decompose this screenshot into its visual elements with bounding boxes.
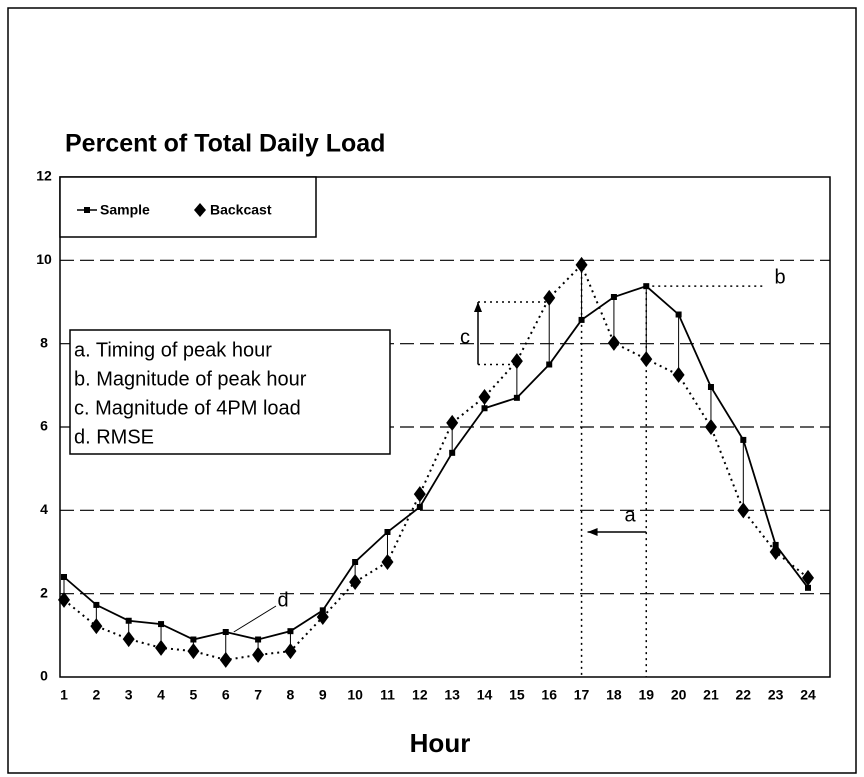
sample-marker xyxy=(740,436,747,443)
sample-marker xyxy=(287,628,294,635)
sample-marker xyxy=(384,529,391,535)
notes-box xyxy=(69,329,391,455)
backcast-marker xyxy=(349,574,362,590)
sample-marker xyxy=(61,574,67,580)
legend-label: Sample xyxy=(100,202,150,218)
legend-marker xyxy=(194,203,206,217)
backcast-marker xyxy=(284,643,297,660)
backcast-marker xyxy=(510,353,523,370)
legend-label: Backcast xyxy=(210,202,272,218)
annotation: b xyxy=(774,266,785,288)
backcast-marker xyxy=(187,643,200,660)
legend-box xyxy=(59,176,317,238)
x-axis-label: Hour xyxy=(410,728,471,758)
backcast-marker xyxy=(802,569,814,586)
y-tick-label: 12 xyxy=(36,168,52,184)
backcast-marker xyxy=(478,389,491,405)
backcast-marker xyxy=(58,591,70,608)
sample-marker xyxy=(449,449,456,456)
x-tick-label: 18 xyxy=(606,687,622,703)
x-tick-label: 7 xyxy=(254,687,262,703)
x-tick-label: 24 xyxy=(800,687,816,703)
sample-marker xyxy=(352,559,359,565)
x-tick-label: 12 xyxy=(412,687,428,703)
x-tick-label: 15 xyxy=(509,687,525,703)
sample-marker xyxy=(158,621,165,628)
arrow-head xyxy=(474,302,482,312)
x-tick-label: 9 xyxy=(319,687,327,703)
backcast-marker xyxy=(607,334,620,351)
legend-marker xyxy=(84,207,90,213)
sample-marker xyxy=(255,636,262,643)
y-tick-label: 0 xyxy=(40,668,48,684)
x-tick-label: 3 xyxy=(125,687,133,703)
backcast-marker xyxy=(737,502,750,519)
sample-marker xyxy=(416,504,423,510)
sample-marker xyxy=(513,394,520,401)
x-tick-label: 1 xyxy=(60,687,68,703)
backcast-marker xyxy=(155,639,168,656)
backcast-marker xyxy=(672,366,685,383)
y-tick-label: 8 xyxy=(40,334,48,350)
y-tick-label: 10 xyxy=(36,251,52,267)
x-tick-label: 20 xyxy=(671,687,687,703)
y-tick-label: 6 xyxy=(40,418,48,434)
backcast-marker xyxy=(769,544,782,560)
arrow-head xyxy=(587,528,598,536)
chart-title: Percent of Total Daily Load xyxy=(65,130,385,158)
note: a. Timing of peak hour xyxy=(74,339,272,361)
sample-marker xyxy=(610,294,617,300)
backcast-marker xyxy=(413,486,426,503)
backcast-marker xyxy=(90,618,103,635)
backcast-marker xyxy=(446,414,459,431)
backcast-marker xyxy=(381,554,394,570)
note: b. Magnitude of peak hour xyxy=(74,368,307,390)
backcast-line xyxy=(63,263,809,661)
x-tick-label: 2 xyxy=(92,687,100,703)
sample-marker xyxy=(546,361,553,368)
annotation: a xyxy=(624,504,636,526)
backcast-marker xyxy=(219,651,232,668)
x-tick-label: 4 xyxy=(157,687,165,703)
sample-marker xyxy=(675,311,682,318)
annotation: d xyxy=(277,589,288,611)
sample-marker xyxy=(222,629,229,635)
sample-marker xyxy=(707,384,714,390)
x-tick-label: 11 xyxy=(380,687,395,703)
sample-marker xyxy=(125,617,132,624)
backcast-marker xyxy=(252,646,265,663)
frame xyxy=(7,7,857,774)
note: c. Magnitude of 4PM load xyxy=(74,397,301,419)
sample-marker xyxy=(481,405,488,412)
pointer-d xyxy=(233,605,277,633)
x-tick-label: 10 xyxy=(347,687,363,703)
x-tick-label: 23 xyxy=(768,687,784,703)
backcast-marker xyxy=(316,609,329,625)
x-tick-label: 13 xyxy=(444,687,460,703)
x-tick-label: 16 xyxy=(541,687,557,703)
sample-line xyxy=(63,285,809,641)
sample-marker xyxy=(805,584,811,591)
backcast-marker xyxy=(122,631,135,648)
x-tick-label: 8 xyxy=(287,687,295,703)
sample-marker xyxy=(190,636,197,643)
x-tick-label: 17 xyxy=(574,687,590,703)
x-tick-label: 22 xyxy=(736,687,752,703)
x-tick-label: 14 xyxy=(477,687,493,703)
annotation: c xyxy=(460,326,470,348)
x-tick-label: 6 xyxy=(222,687,230,703)
x-tick-label: 21 xyxy=(703,687,719,703)
y-tick-label: 4 xyxy=(40,501,48,517)
x-tick-label: 19 xyxy=(638,687,654,703)
backcast-marker xyxy=(543,289,556,306)
x-tick-label: 5 xyxy=(189,687,197,703)
note: d. RMSE xyxy=(74,426,154,448)
y-tick-label: 2 xyxy=(40,584,48,600)
sample-marker xyxy=(93,601,100,608)
backcast-marker xyxy=(704,419,717,435)
